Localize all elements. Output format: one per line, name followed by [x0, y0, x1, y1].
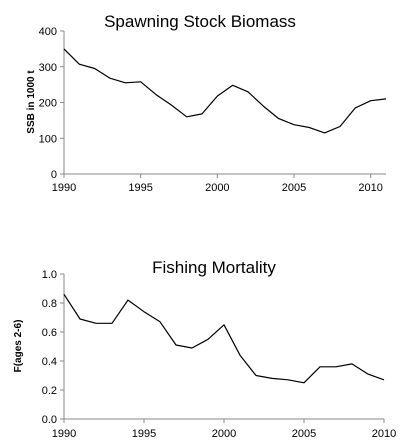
ssb-data-point [262, 105, 264, 107]
ssb-data-point [201, 113, 203, 115]
fm-x-tick-label: 2010 [372, 428, 396, 440]
fm-data-point [223, 324, 225, 326]
fm-x-tick-label: 2005 [292, 428, 316, 440]
fm-y-tick-label: 0.0 [42, 414, 57, 426]
ssb-x-tick-label: 2010 [358, 182, 382, 194]
ssb-data-point [247, 91, 249, 93]
fm-data-point [255, 375, 257, 377]
fm-data-point [191, 347, 193, 349]
ssb-data-point [109, 77, 111, 79]
fm-x-tick-label: 1995 [132, 428, 156, 440]
fm-data-point [207, 338, 209, 340]
ssb-data-point [370, 100, 372, 102]
fm-data-point [351, 363, 353, 365]
ssb-data-point [155, 94, 157, 96]
ssb-series-line [63, 48, 387, 134]
ssb-x-tick-label: 2000 [205, 182, 229, 194]
fm-data-point [271, 377, 273, 379]
fm-data-point [79, 318, 81, 320]
ssb-x-tick-label: 1990 [52, 182, 76, 194]
fm-data-point [367, 373, 369, 375]
ssb-data-point [124, 82, 126, 84]
ssb-data-point [293, 124, 295, 126]
ssb-data-point [232, 84, 234, 86]
ssb-data-point [78, 63, 80, 65]
fm-y-tick-label: 1.0 [42, 269, 57, 281]
ssb-y-tick-label: 100 [39, 133, 57, 145]
fishing-mortality-chart-svg: Fishing Mortality F(ages 2-6) 0.0 0.2 0.4 0.6… [13, 258, 396, 440]
ssb-data-point [186, 116, 188, 118]
fm-data-point [143, 311, 145, 313]
ssb-chart: Spawning Stock Biomass SSB in 1000 t 0 100 2… [0, 0, 406, 218]
ssb-data-point [170, 104, 172, 106]
ssb-y-tick-label: 200 [39, 98, 57, 110]
ssb-data-point [324, 132, 326, 134]
ssb-data-point [354, 107, 356, 109]
ssb-data-point [339, 126, 341, 128]
ssb-chart-svg: Spawning Stock Biomass SSB in 1000 t 0 100 2… [26, 12, 387, 194]
fm-x-tick-label: 1990 [52, 428, 76, 440]
ssb-data-point [140, 81, 142, 83]
fm-data-point [175, 344, 177, 346]
ssb-x-tick-label: 1995 [128, 182, 152, 194]
fm-data-point [287, 379, 289, 381]
ssb-chart-title: Spawning Stock Biomass [104, 12, 296, 31]
fm-data-point [319, 366, 321, 368]
fm-data-point [335, 366, 337, 368]
ssb-x-tick-label: 2005 [282, 182, 306, 194]
ssb-data-point [278, 118, 280, 120]
ssb-data-point [63, 48, 65, 50]
fm-series-line [63, 293, 385, 384]
fm-data-point [303, 382, 305, 384]
ssb-y-axis-label: SSB in 1000 t [26, 70, 37, 134]
ssb-data-point [385, 98, 387, 100]
fm-y-tick-label: 0.6 [42, 327, 57, 339]
fm-y-axis-label: F(ages 2-6) [13, 320, 24, 373]
fm-x-tick-label: 2000 [212, 428, 236, 440]
fm-data-point [111, 322, 113, 324]
fm-data-point [63, 293, 65, 295]
ssb-y-tick-label: 0 [51, 169, 57, 181]
fm-data-point [383, 379, 385, 381]
fm-chart-title: Fishing Mortality [152, 258, 276, 277]
fm-data-point [159, 321, 161, 323]
ssb-data-point [94, 68, 96, 70]
fm-y-tick-label: 0.8 [42, 298, 57, 310]
ssb-data-point [216, 95, 218, 97]
ssb-y-tick-label: 400 [39, 26, 57, 38]
fm-y-tick-label: 0.2 [42, 385, 57, 397]
fishing-mortality-chart: Fishing Mortality F(ages 2-6) 0.0 0.2 0.4 0.6… [0, 229, 406, 447]
ssb-y-tick-label: 300 [39, 62, 57, 74]
fm-data-point [239, 354, 241, 356]
ssb-data-point [308, 127, 310, 129]
fm-y-tick-label: 0.4 [42, 356, 57, 368]
fm-data-point [95, 322, 97, 324]
fm-data-point [127, 299, 129, 301]
